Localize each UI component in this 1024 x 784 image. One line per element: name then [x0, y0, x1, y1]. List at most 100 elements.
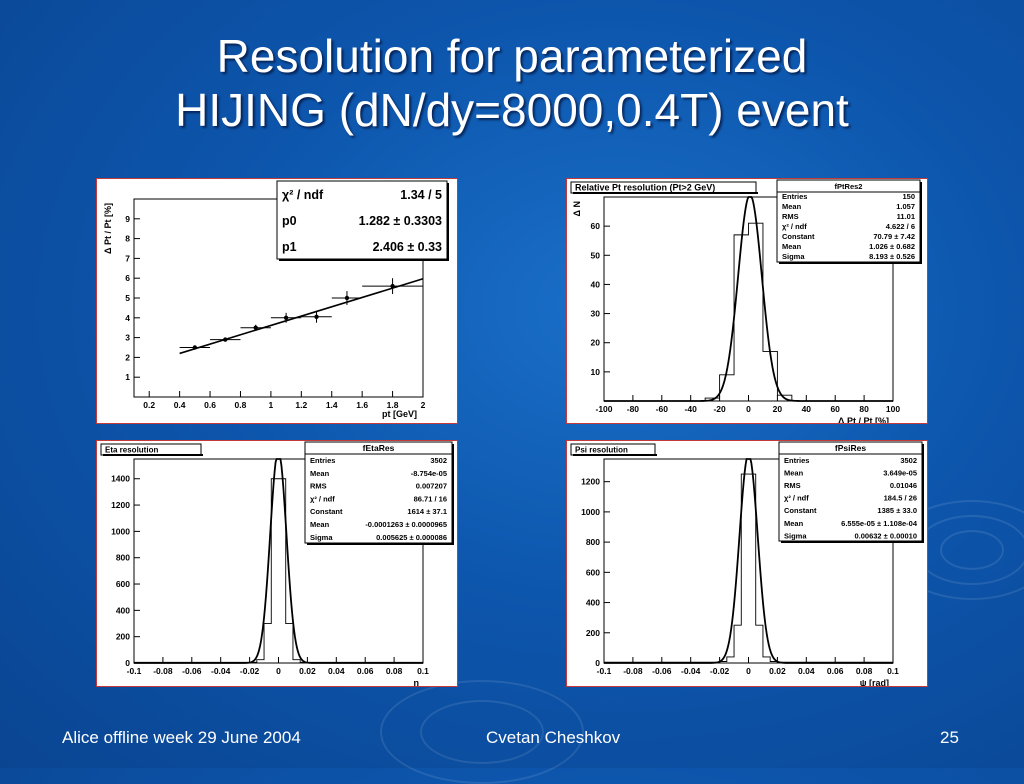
- x-tick-label: 1.8: [387, 400, 399, 410]
- x-tick-label: 0.08: [856, 666, 873, 676]
- x-tick-label: -0.04: [681, 666, 701, 676]
- stats-value: 8.193 ± 0.526: [869, 252, 915, 261]
- x-tick-label: 0.4: [174, 400, 186, 410]
- fit-line: [179, 278, 424, 355]
- y-tick-label: 10: [591, 367, 601, 377]
- gaussian-fit-curve: [604, 196, 893, 402]
- x-tick-label: 60: [830, 404, 840, 414]
- x-tick-label: -0.04: [211, 666, 231, 676]
- y-tick-label: 200: [116, 632, 130, 642]
- x-tick-label: -0.06: [182, 666, 202, 676]
- histogram-title-shadow: [573, 192, 758, 194]
- stats-label: χ² / ndf: [782, 222, 807, 231]
- x-tick-label: -0.06: [652, 666, 672, 676]
- x-tick-label: -40: [685, 404, 698, 414]
- stats-label: RMS: [782, 212, 799, 221]
- y-tick-label: 1000: [111, 526, 130, 536]
- chart-psi-resolution: -0.1 -0.08 -0.06 -0.04 -0.02 0 0.02 0.04 0.06 0.0…: [570, 441, 924, 686]
- x-tick-label: -0.02: [710, 666, 730, 676]
- y-tick-label: 800: [586, 537, 600, 547]
- x-axis-label: pt [GeV]: [382, 409, 417, 419]
- y-tick-label: 1200: [581, 477, 600, 487]
- histogram-title-shadow: [573, 454, 657, 456]
- y-tick-label: 8: [125, 234, 130, 244]
- stats-label: Sigma: [782, 252, 805, 261]
- stats-label: Mean: [310, 520, 330, 529]
- x-tick-label: -0.1: [127, 666, 142, 676]
- stats-label: Entries: [310, 456, 335, 465]
- stats-label: Constant: [782, 232, 815, 241]
- chart-pt-resolution-vs-pt: 0.2 0.4 0.6 0.8 1 1.2 1.4 1.6 1.8 2 1 2 3 4 5 6 7 8 9 pt [G…: [103, 180, 449, 419]
- histogram-bin: [734, 235, 748, 401]
- x-tick-label: -100: [595, 404, 612, 414]
- y-tick-label: 9: [125, 214, 130, 224]
- stats-box-title: fPsiRes: [835, 443, 866, 453]
- stats-value: 4.622 / 6: [886, 222, 915, 231]
- chart-panel-relative-pt-resolution: -100 -80 -60 -40 -20 0 20 40 60 80 100 10 20 30 40 50 60…: [566, 178, 928, 424]
- y-tick-label: 400: [116, 605, 130, 615]
- y-tick-label: 200: [586, 628, 600, 638]
- histogram-title: Relative Pt resolution (Pt>2 GeV): [575, 183, 715, 193]
- y-tick-label: 60: [591, 221, 601, 231]
- histogram-bin: [727, 657, 734, 663]
- stats-value: 150: [902, 192, 915, 201]
- x-tick-label: 0.1: [417, 666, 429, 676]
- stats-box: [778, 441, 923, 542]
- stats-value: 1.34 / 5: [400, 188, 442, 202]
- stats-box: [776, 179, 921, 263]
- stats-label: RMS: [784, 481, 801, 490]
- stats-value: 1614 ± 37.1: [407, 507, 447, 516]
- x-tick-label: 100: [886, 404, 900, 414]
- x-tick-label: -0.08: [153, 666, 173, 676]
- data-point: [223, 337, 228, 342]
- stats-label: Mean: [784, 519, 804, 528]
- stats-value: 0.005625 ± 0.000086: [376, 533, 447, 542]
- x-tick-label: 0.6: [204, 400, 216, 410]
- stats-value: 1.026 ± 0.682: [869, 242, 915, 251]
- stats-label: Constant: [784, 506, 817, 515]
- chart-relative-pt-resolution: -100 -80 -60 -40 -20 0 20 40 60 80 100 10 20 30 40 50 60…: [570, 179, 922, 423]
- stats-value: 0.00632 ± 0.00010: [854, 531, 917, 540]
- data-point: [192, 345, 198, 350]
- stats-label: χ² / ndf: [310, 494, 335, 503]
- x-tick-label: -0.1: [597, 666, 612, 676]
- histogram-bin: [734, 625, 741, 663]
- y-tick-label: 1000: [581, 507, 600, 517]
- stats-value: -8.754e-05: [411, 469, 447, 478]
- histogram-outline: [604, 222, 893, 402]
- histogram-title-shadow: [103, 454, 203, 456]
- histogram-bin: [749, 223, 763, 401]
- y-tick-label: 2: [125, 352, 130, 362]
- stats-value: 6.555e-05 ± 1.108e-04: [841, 519, 918, 528]
- chart-panel-psi-resolution: -0.1 -0.08 -0.06 -0.04 -0.02 0 0.02 0.04 0.06 0.0…: [566, 440, 928, 687]
- histogram-title: Eta resolution: [105, 446, 158, 455]
- stats-value: -0.0001263 ± 0.0000965: [365, 520, 447, 529]
- histogram-bin: [763, 657, 770, 663]
- stats-box-title: fPtRes2: [835, 182, 863, 191]
- stats-label: Constant: [310, 507, 343, 516]
- x-tick-label: -20: [713, 404, 726, 414]
- data-point: [344, 295, 350, 301]
- x-tick-label: 1: [269, 400, 274, 410]
- slide-title-line2: HIJING (dN/dy=8000,0.4T) event: [175, 84, 849, 136]
- stats-value: 70.79 ± 7.42: [873, 232, 915, 241]
- footer-author: Cvetan Cheshkov: [486, 728, 621, 747]
- stats-value: 3502: [430, 456, 447, 465]
- x-tick-label: 0.1: [887, 666, 899, 676]
- x-tick-label: 40: [802, 404, 812, 414]
- stats-label: Mean: [310, 469, 330, 478]
- histogram-outline: [604, 473, 893, 663]
- histogram-outline: [134, 478, 423, 663]
- stats-label: Sigma: [784, 531, 807, 540]
- x-tick-label: 20: [773, 404, 783, 414]
- stats-value: 0.01046: [890, 481, 917, 490]
- stats-label: Entries: [782, 192, 807, 201]
- stats-box: [276, 180, 448, 260]
- x-tick-label: 0: [276, 666, 281, 676]
- x-tick-label: 2: [421, 400, 426, 410]
- y-tick-label: 1: [125, 372, 130, 382]
- y-tick-label: 800: [116, 553, 130, 563]
- stats-label: Sigma: [310, 533, 333, 542]
- stats-label: Mean: [784, 468, 804, 477]
- stats-label: Mean: [782, 242, 802, 251]
